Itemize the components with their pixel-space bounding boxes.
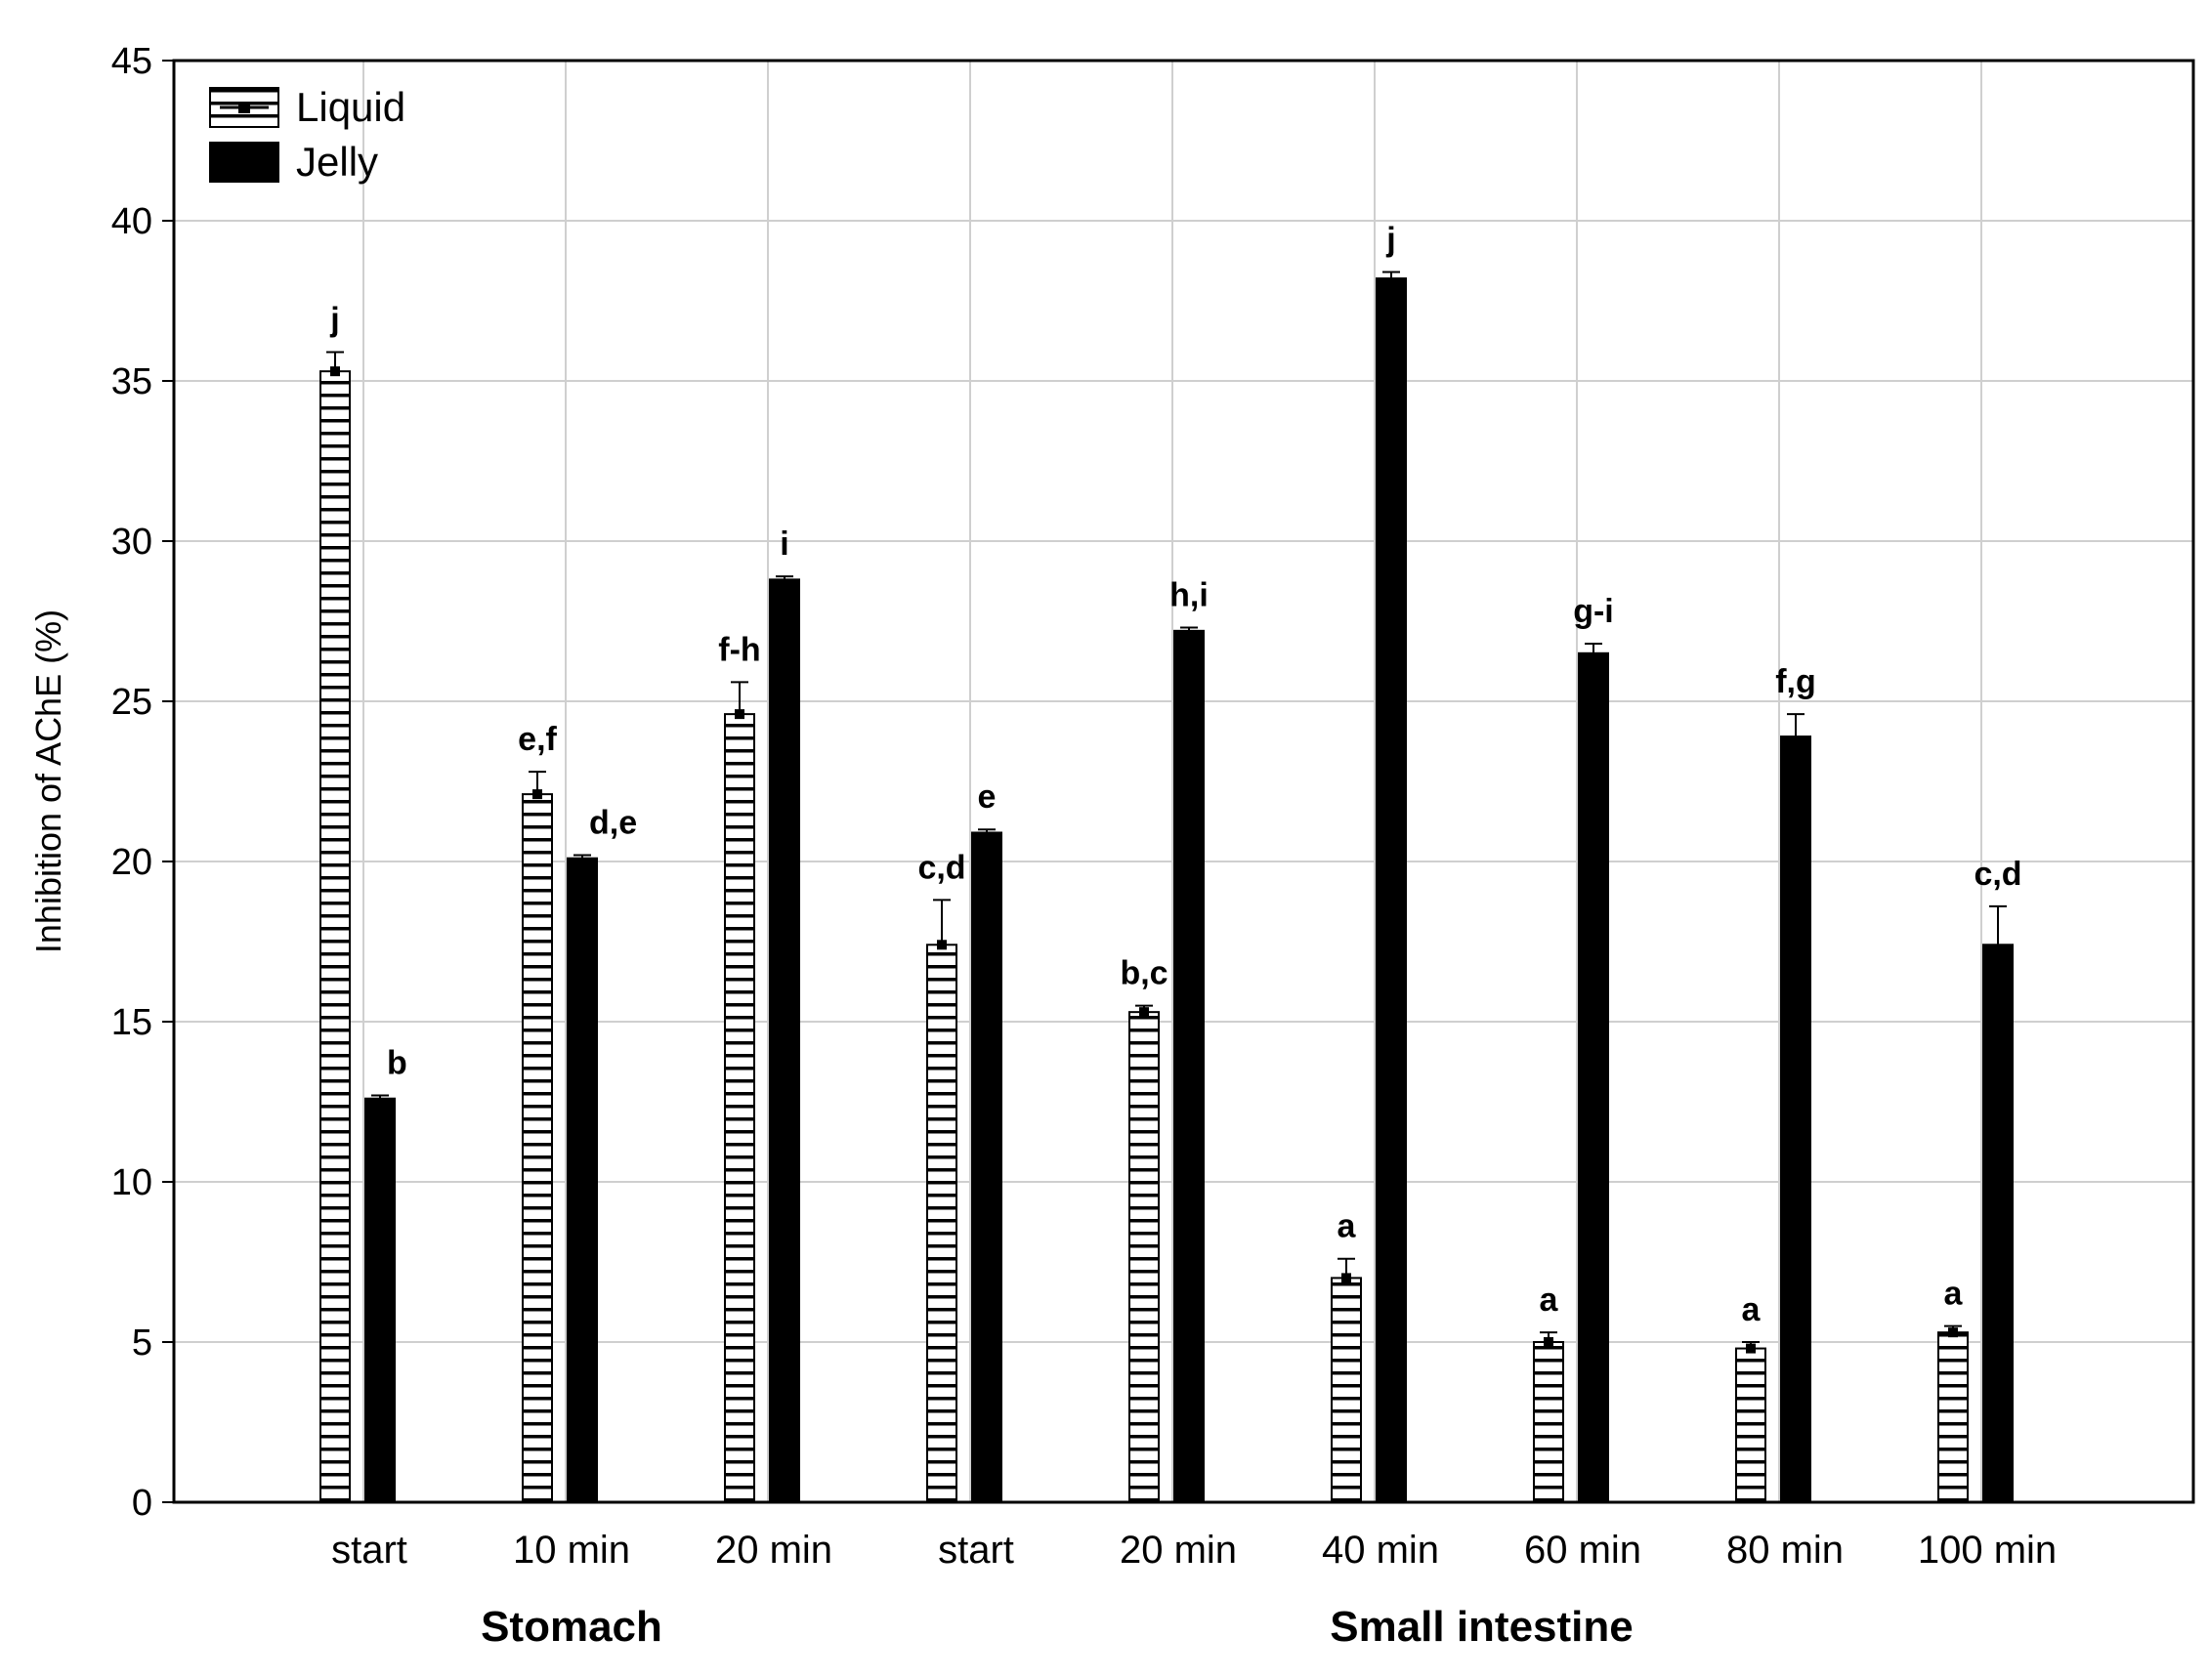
jelly-bar: [1173, 629, 1205, 1503]
liquid-bar: [1128, 1011, 1160, 1504]
significance-label: a: [1742, 1291, 1762, 1328]
y-axis-title: Inhibition of AChE (%): [28, 609, 68, 953]
liquid-bar: [1937, 1331, 1969, 1504]
significance-label: g-i: [1573, 593, 1614, 630]
significance-label: f,g: [1775, 663, 1816, 700]
y-tick-label: 35: [111, 361, 152, 402]
significance-label: j: [329, 301, 339, 338]
mean-marker: [1544, 1337, 1553, 1347]
mean-marker: [735, 709, 744, 720]
jelly-bar: [1578, 651, 1609, 1503]
y-axis-ticks: 0 5 10 15 20 25 30 35 40 45: [111, 41, 174, 1524]
jelly-bar: [1780, 735, 1811, 1503]
legend: Liquid Jelly: [209, 84, 405, 185]
significance-label: f-h: [718, 631, 760, 668]
legend-marker: [238, 102, 250, 113]
jelly-bar: [364, 1097, 396, 1503]
jelly-bar: [769, 578, 800, 1503]
significance-label: a: [1944, 1276, 1964, 1313]
legend-swatch-jelly: [209, 142, 279, 183]
significance-label: h,i: [1169, 577, 1209, 614]
mean-marker: [532, 789, 542, 800]
x-tick-label: 40 min: [1322, 1529, 1439, 1572]
significance-label: a: [1540, 1281, 1559, 1319]
liquid-bar: [1331, 1277, 1362, 1504]
liquid-bar: [1533, 1341, 1564, 1503]
mean-marker: [1746, 1343, 1756, 1354]
liquid-bar: [926, 944, 957, 1503]
x-tick-label: 60 min: [1524, 1529, 1641, 1572]
significance-label: i: [780, 525, 788, 563]
y-tick-label: 40: [111, 201, 152, 242]
legend-label: Jelly: [296, 139, 378, 185]
x-tick-label: 20 min: [1120, 1529, 1237, 1572]
significance-label: c,d: [917, 849, 965, 886]
bars: [319, 271, 2014, 1504]
x-tick-label: 80 min: [1726, 1529, 1844, 1572]
liquid-bar: [522, 793, 553, 1503]
mean-marker: [1341, 1273, 1351, 1283]
x-group-label: Stomach: [481, 1603, 662, 1651]
significance-label: a: [1338, 1208, 1357, 1245]
significance-label: b,c: [1120, 955, 1168, 992]
plot-frame: [172, 59, 2195, 1504]
y-tick-label: 15: [111, 1002, 152, 1043]
legend-label: Liquid: [296, 84, 405, 130]
y-tick-label: 45: [111, 41, 152, 82]
liquid-bar: [1735, 1347, 1766, 1504]
mean-marker: [937, 940, 947, 950]
mean-marker: [1139, 1007, 1149, 1018]
significance-label: j: [1385, 221, 1395, 258]
x-group-label: Small intestine: [1330, 1603, 1634, 1651]
significance-labels: j e,f f-h c,d b,c a a a a b d,e i e h,i j g-i f,g c,d: [329, 221, 2021, 1328]
y-tick-label: 25: [111, 682, 152, 723]
x-tick-label: start: [331, 1529, 407, 1572]
y-tick-label: 10: [111, 1162, 152, 1203]
significance-label: e: [978, 778, 997, 816]
y-tick-label: 5: [132, 1323, 152, 1364]
liquid-bar: [319, 370, 351, 1503]
x-axis-labels: start 10 min 20 min start 20 min 40 min 60 min…: [331, 1529, 2057, 1651]
significance-label: c,d: [1974, 856, 2021, 893]
jelly-bar: [1376, 277, 1407, 1503]
x-tick-label: 20 min: [715, 1529, 832, 1572]
y-tick-label: 0: [132, 1483, 152, 1524]
significance-label: e,f: [518, 721, 557, 758]
x-tick-label: 10 min: [513, 1529, 630, 1572]
y-tick-label: 30: [111, 522, 152, 563]
liquid-bar: [724, 713, 755, 1503]
significance-label: d,e: [589, 804, 637, 841]
jelly-bar: [1982, 944, 2014, 1503]
x-tick-label: start: [938, 1529, 1014, 1572]
jelly-bar: [971, 831, 1002, 1503]
jelly-bar: [567, 857, 598, 1503]
significance-label: b: [387, 1044, 407, 1081]
mean-marker: [330, 366, 340, 377]
mean-marker: [1948, 1327, 1958, 1338]
x-tick-label: 100 min: [1918, 1529, 2057, 1572]
y-tick-label: 20: [111, 842, 152, 883]
